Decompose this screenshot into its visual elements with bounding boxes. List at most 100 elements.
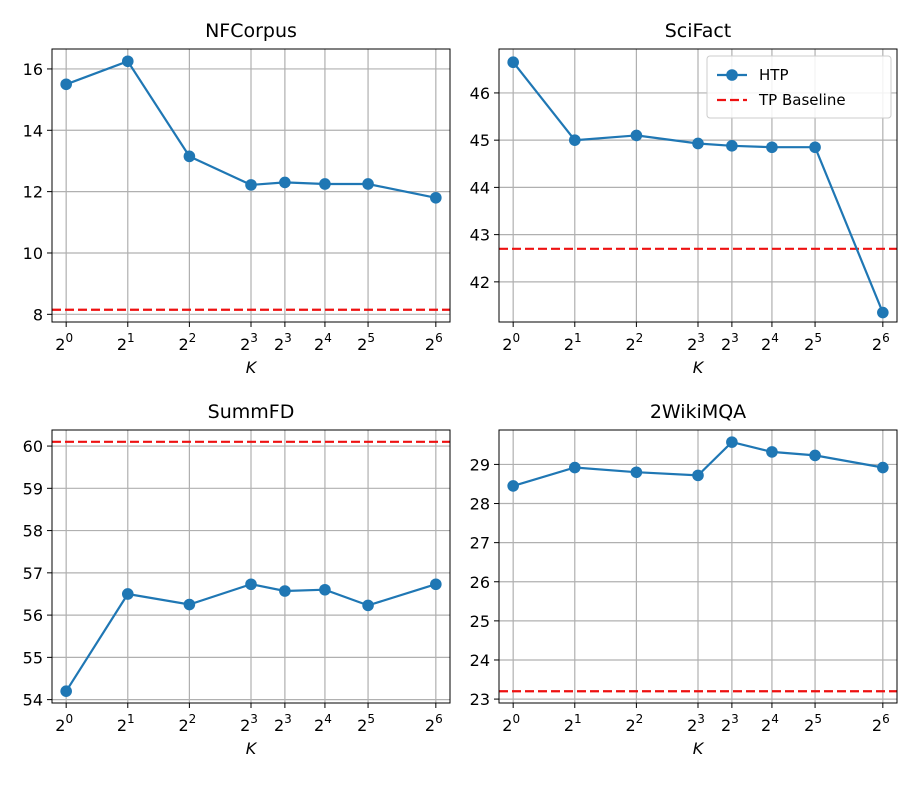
y-tick-label: 55 [23,648,43,667]
x-tick-label: 22 [625,712,643,735]
x-tick-exponent: 1 [574,712,582,726]
y-tick-label: 58 [23,522,43,541]
data-point [766,141,778,154]
x-tick-base: 2 [804,335,814,354]
data-point [319,583,331,596]
x-axis-label: K [693,739,705,758]
x-tick-base: 2 [872,335,882,354]
x-tick-label: 25 [804,712,822,735]
x-tick-exponent: 3 [731,712,739,726]
x-tick-base: 2 [274,335,284,354]
legend-htp-label: HTP [759,66,789,84]
x-tick-exponent: 5 [814,712,822,726]
x-tick-label: 25 [357,712,375,735]
x-tick-base: 2 [761,716,771,735]
chart-title: 2WikiMQA [650,401,746,423]
x-tick-exponent: 4 [771,712,779,726]
data-point [809,449,821,462]
data-point [809,141,821,154]
y-tick-label: 56 [23,606,43,625]
x-tick-base: 2 [687,335,697,354]
x-tick-label: 23 [687,331,705,354]
data-point [877,461,889,474]
y-tick-label: 59 [23,479,43,498]
y-tick-label: 60 [23,437,43,456]
x-tick-exponent: 2 [636,712,644,726]
x-tick-label: 20 [55,712,73,735]
x-tick-base: 2 [240,716,250,735]
x-tick-label: 23 [274,712,292,735]
series-line [512,61,884,314]
y-tick-label: 44 [470,178,490,197]
legend-box [706,55,892,119]
data-point [430,191,442,204]
x-tick-exponent: 6 [435,331,443,345]
x-tick-base: 2 [872,716,882,735]
y-tick-label: 29 [470,455,490,474]
x-tick-exponent: 1 [574,331,582,345]
x-tick-label: 21 [564,331,582,354]
x-tick-base: 2 [564,716,574,735]
x-tick-label: 20 [55,331,73,354]
series-line [65,59,437,199]
x-tick-label: 23 [240,331,258,354]
x-tick-base: 2 [178,335,188,354]
y-tick-label: 46 [470,84,490,103]
x-tick-exponent: 3 [697,331,705,345]
x-tick-base: 2 [564,335,574,354]
x-tick-exponent: 5 [367,331,375,345]
x-tick-exponent: 3 [250,331,258,345]
data-point [245,578,257,591]
chart-title: NFCorpus [205,20,297,42]
x-tick-base: 2 [721,335,731,354]
x-tick-label: 26 [425,331,443,354]
chart-title: SummFD [208,401,295,423]
y-tick-label: 42 [470,273,490,292]
data-point [121,55,134,68]
x-tick-exponent: 3 [697,712,705,726]
x-tick-base: 2 [761,335,771,354]
x-tick-base: 2 [625,716,635,735]
data-point [362,599,374,612]
legend-baseline-label: TP Baseline [758,91,846,109]
data-point [279,585,291,597]
x-axis-label: K [693,358,705,377]
x-tick-label: 23 [721,712,739,735]
data-point [692,137,704,150]
series-line [512,440,883,487]
x-tick-exponent: 3 [284,712,292,726]
x-tick-exponent: 6 [882,331,890,345]
legend-htp-marker [726,69,738,81]
x-tick-label: 24 [314,331,332,354]
y-tick-label: 8 [33,305,43,324]
x-tick-exponent: 4 [771,331,779,345]
x-tick-base: 2 [804,716,814,735]
x-tick-label: 25 [357,331,375,354]
x-tick-base: 2 [357,716,367,735]
x-tick-label: 20 [502,712,520,735]
y-tick-label: 45 [470,131,490,150]
x-tick-exponent: 2 [189,712,197,726]
data-point [183,598,196,611]
y-tick-label: 27 [470,534,490,553]
data-point [568,134,581,146]
x-tick-label: 22 [625,331,643,354]
x-tick-base: 2 [687,716,697,735]
data-point [362,178,374,190]
x-tick-label: 26 [872,712,890,735]
x-tick-exponent: 3 [731,331,739,345]
data-point [630,129,643,142]
x-tick-base: 2 [117,716,127,735]
series-line [65,583,437,692]
y-tick-label: 57 [23,564,43,583]
data-point [60,78,72,91]
x-tick-exponent: 0 [65,331,73,345]
data-point [279,176,291,189]
x-tick-base: 2 [55,335,65,354]
x-tick-exponent: 1 [127,331,135,345]
x-tick-label: 21 [564,712,582,735]
x-tick-exponent: 4 [324,331,332,345]
